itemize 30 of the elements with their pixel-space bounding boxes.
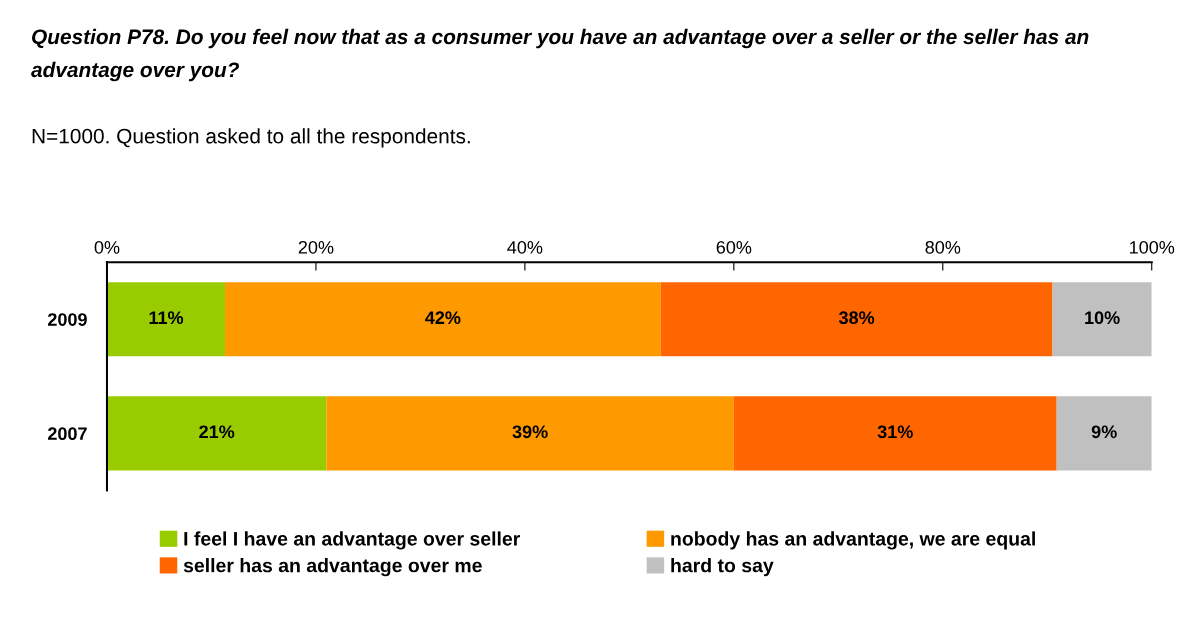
y-tick-label: 2009 <box>48 313 87 326</box>
data-label: 39% <box>512 425 548 439</box>
bar <box>225 282 661 357</box>
x-tick-label: 60% <box>716 240 752 254</box>
y-tick-label: 2007 <box>48 427 87 441</box>
data-label: 9% <box>1091 425 1117 439</box>
bar <box>1056 396 1152 471</box>
data-label: 21% <box>199 425 235 439</box>
data-label: 10% <box>1085 311 1120 325</box>
bar <box>660 282 1053 357</box>
bar <box>733 396 1057 471</box>
data-label: 38% <box>838 311 875 325</box>
data-label: 31% <box>877 425 913 439</box>
x-tick-label: 40% <box>507 240 543 254</box>
bar <box>106 282 226 357</box>
x-tick-label: 100% <box>1130 240 1175 254</box>
bar <box>106 396 327 471</box>
x-tick-label: 80% <box>925 240 961 254</box>
x-tick-label: 0% <box>94 240 120 254</box>
data-label: 11% <box>149 311 184 325</box>
legend-label: I feel I have an advantage over seller <box>184 531 520 550</box>
bar <box>1052 282 1152 357</box>
chart-subtitle: N=1000. Question asked to all the respondents. <box>32 128 470 148</box>
data-label: 42% <box>425 311 461 325</box>
legend-label: seller has an advantage over me <box>183 558 482 577</box>
chart-title: Question P78. Do you feel now that as a consumer you have an advantage over a seller or the seller has an advantage over you? <box>31 28 1089 82</box>
bar <box>326 396 734 471</box>
x-tick-label: 20% <box>298 240 334 254</box>
legend-label: nobody has an advantage, we are equal <box>671 531 1035 550</box>
legend-label: hard to say <box>671 558 774 577</box>
